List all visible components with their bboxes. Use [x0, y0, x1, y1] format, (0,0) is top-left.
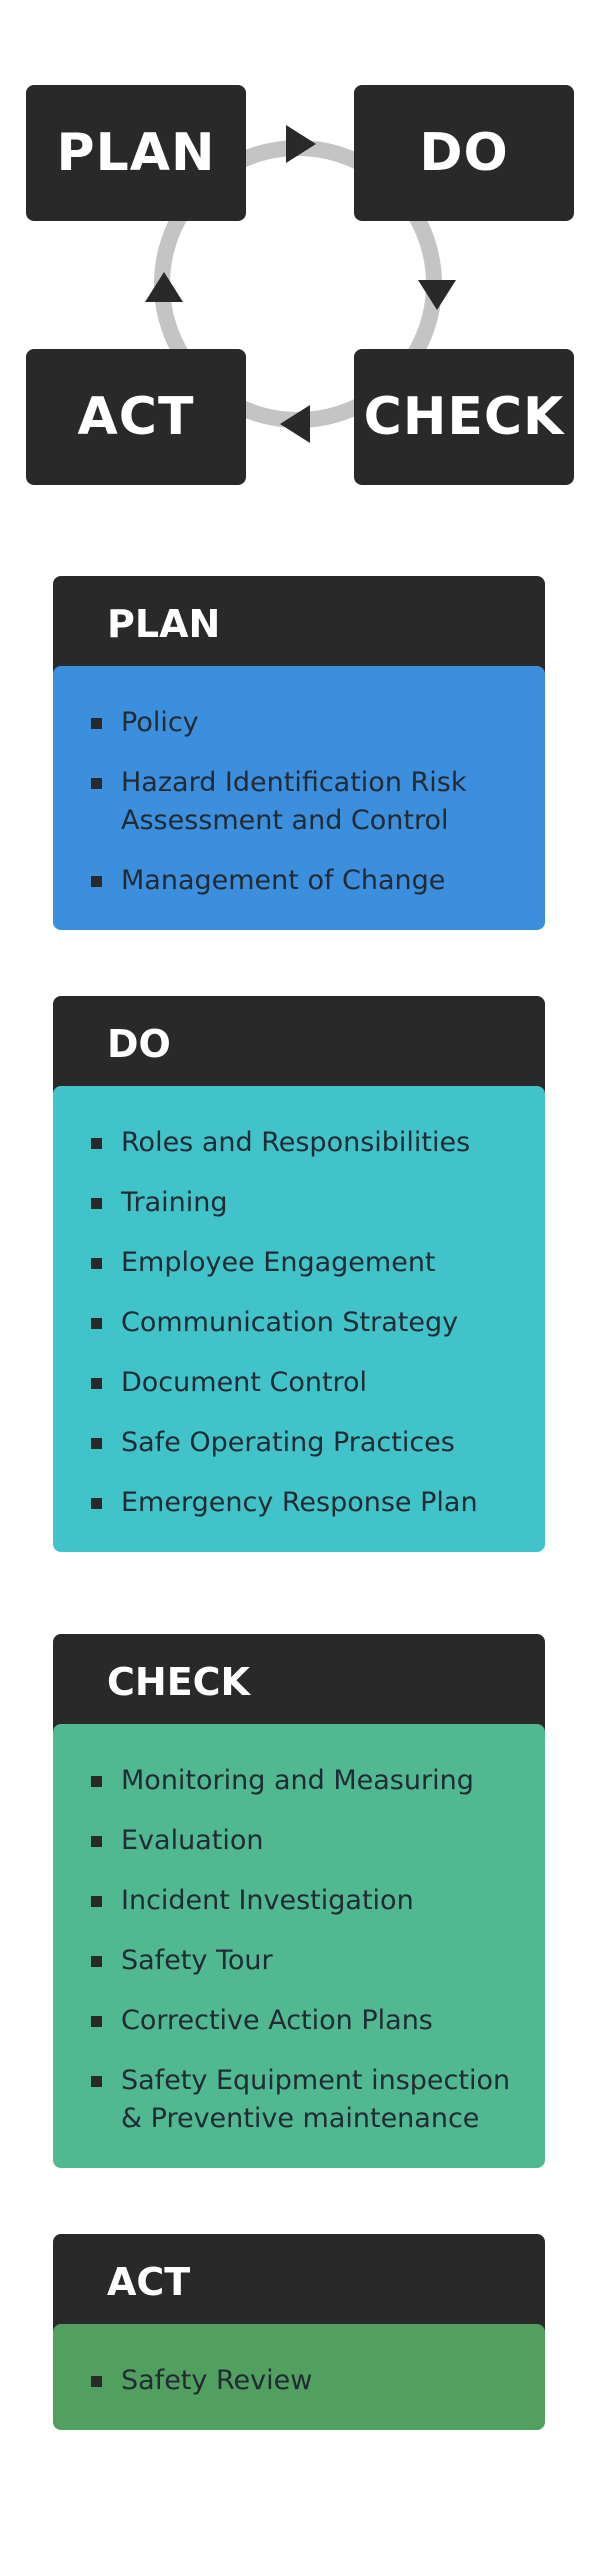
list-item: Corrective Action Plans: [91, 2002, 525, 2040]
cycle-box-check: CHECK: [354, 349, 574, 485]
section-body-plan: Policy Hazard Identification Risk Assess…: [53, 666, 545, 930]
list-item: Monitoring and Measuring: [91, 1762, 525, 1800]
list-item-text: Safety Review: [121, 2365, 313, 2396]
square-bullet-icon: [91, 1318, 102, 1329]
section-card-act: ACT Safety Review: [53, 2234, 545, 2430]
list-item-text: Evaluation: [121, 1825, 264, 1856]
list-item: Training: [91, 1184, 525, 1222]
square-bullet-icon: [91, 1836, 102, 1847]
list-item-text: Incident Investigation: [121, 1885, 414, 1916]
square-bullet-icon: [91, 1258, 102, 1269]
list-item-text: Safety Tour: [121, 1945, 273, 1976]
arrow-down-icon: [418, 280, 456, 310]
list-item: Safe Operating Practices: [91, 1424, 525, 1462]
cycle-box-do: DO: [354, 85, 574, 221]
square-bullet-icon: [91, 876, 102, 887]
list-item-text: Communication Strategy: [121, 1307, 459, 1338]
square-bullet-icon: [91, 1776, 102, 1787]
list-item: Employee Engagement: [91, 1244, 525, 1282]
list-item: Hazard Identification Risk Assessment an…: [91, 764, 525, 840]
square-bullet-icon: [91, 778, 102, 789]
section-list-plan: Policy Hazard Identification Risk Assess…: [91, 704, 525, 900]
list-item-text: Emergency Response Plan: [121, 1487, 478, 1518]
square-bullet-icon: [91, 1956, 102, 1967]
section-card-plan: PLAN Policy Hazard Identification Risk A…: [53, 576, 545, 930]
section-body-do: Roles and Responsibilities Training Empl…: [53, 1086, 545, 1552]
square-bullet-icon: [91, 718, 102, 729]
square-bullet-icon: [91, 2016, 102, 2027]
square-bullet-icon: [91, 2376, 102, 2387]
list-item-text: Monitoring and Measuring: [121, 1765, 474, 1796]
list-item: Emergency Response Plan: [91, 1484, 525, 1522]
square-bullet-icon: [91, 1438, 102, 1449]
list-item-text: Employee Engagement: [121, 1247, 436, 1278]
list-item: Policy: [91, 704, 525, 742]
square-bullet-icon: [91, 1896, 102, 1907]
list-item-text: Document Control: [121, 1367, 368, 1398]
section-card-check: CHECK Monitoring and Measuring Evaluatio…: [53, 1634, 545, 2168]
cycle-box-act: ACT: [26, 349, 246, 485]
list-item-text: Roles and Responsibilities: [121, 1127, 471, 1158]
list-item: Incident Investigation: [91, 1882, 525, 1920]
arrow-right-icon: [286, 125, 316, 163]
square-bullet-icon: [91, 1378, 102, 1389]
arrow-up-icon: [145, 272, 183, 302]
list-item-text: Management of Change: [121, 865, 446, 896]
list-item-text: Corrective Action Plans: [121, 2005, 433, 2036]
section-list-act: Safety Review: [91, 2362, 525, 2400]
square-bullet-icon: [91, 1498, 102, 1509]
list-item: Safety Equipment inspection & Preventive…: [91, 2062, 525, 2138]
square-bullet-icon: [91, 1138, 102, 1149]
list-item: Communication Strategy: [91, 1304, 525, 1342]
list-item-text: Safety Equipment inspection & Preventive…: [121, 2065, 511, 2134]
list-item-text: Training: [121, 1187, 228, 1218]
list-item: Safety Review: [91, 2362, 525, 2400]
list-item: Management of Change: [91, 862, 525, 900]
arrow-left-icon: [280, 405, 310, 443]
list-item: Safety Tour: [91, 1942, 525, 1980]
cycle-box-plan: PLAN: [26, 85, 246, 221]
list-item-text: Policy: [121, 707, 199, 738]
list-item-text: Safe Operating Practices: [121, 1427, 455, 1458]
pdca-cycle-diagram: PLAN DO ACT CHECK: [0, 0, 600, 500]
list-item-text: Hazard Identification Risk Assessment an…: [121, 767, 467, 836]
section-body-check: Monitoring and Measuring Evaluation Inci…: [53, 1724, 545, 2168]
square-bullet-icon: [91, 2076, 102, 2087]
list-item: Document Control: [91, 1364, 525, 1402]
section-list-do: Roles and Responsibilities Training Empl…: [91, 1124, 525, 1522]
section-body-act: Safety Review: [53, 2324, 545, 2430]
section-card-do: DO Roles and Responsibilities Training E…: [53, 996, 545, 1552]
square-bullet-icon: [91, 1198, 102, 1209]
section-list-check: Monitoring and Measuring Evaluation Inci…: [91, 1762, 525, 2138]
list-item: Evaluation: [91, 1822, 525, 1860]
list-item: Roles and Responsibilities: [91, 1124, 525, 1162]
